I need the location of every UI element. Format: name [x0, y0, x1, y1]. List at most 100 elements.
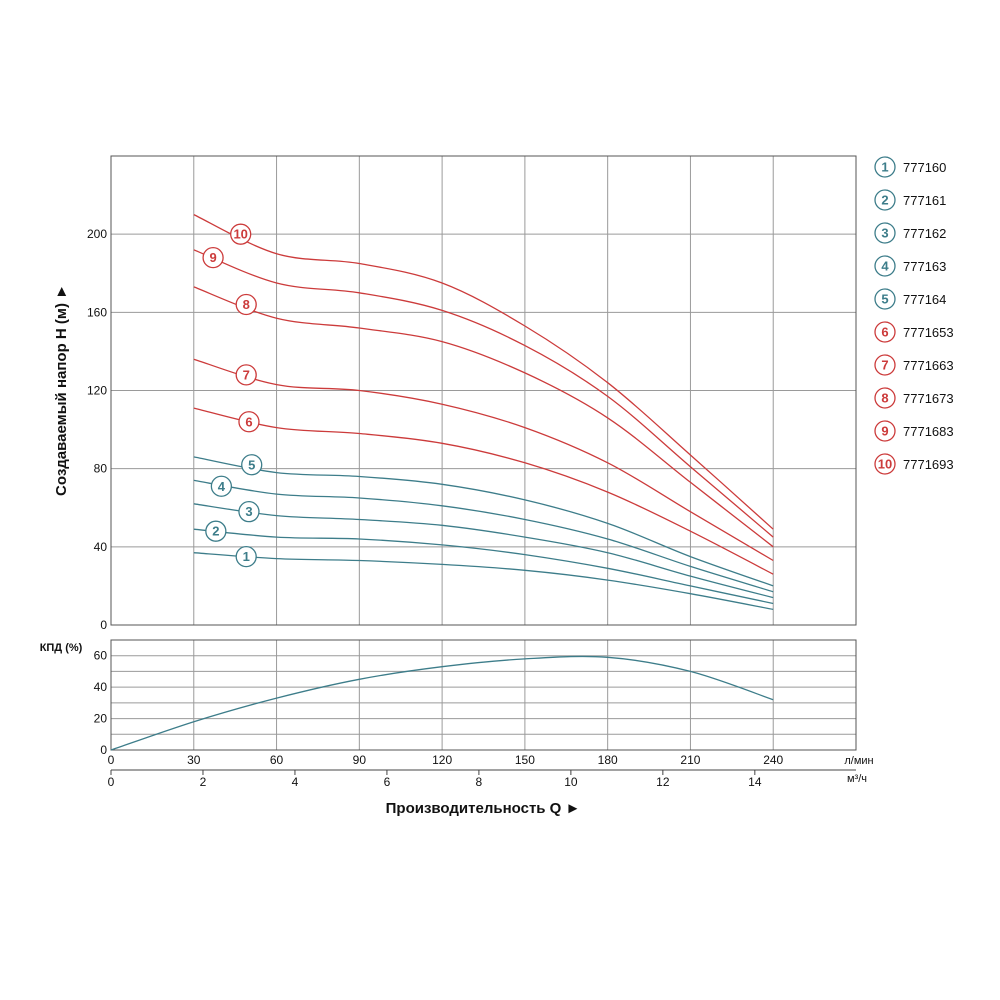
legend-marker — [874, 354, 896, 376]
curve-labels: 1 2 3 4 5 6 7 8 9 10 — [202, 223, 263, 568]
curve-label-6: 6 — [238, 411, 260, 433]
legend-label: 7771673 — [903, 391, 954, 406]
eff-y-tick-label: 0 — [100, 743, 107, 757]
head-curve-4 — [193, 479, 774, 593]
legend-label: 7771693 — [903, 457, 954, 472]
m3h-tick-label: 10 — [564, 775, 578, 789]
head-curve-3 — [193, 503, 774, 599]
curve-label-3: 3 — [238, 501, 260, 523]
legend-number: 6 — [881, 325, 888, 340]
curve-label-text: 3 — [245, 504, 252, 519]
x-axis: 0 30 60 90 120 150 180 210 240 0 2 4 6 8 10 12 14 — [108, 753, 856, 789]
legend-number: 2 — [881, 193, 888, 208]
head-y-tick-label: 200 — [87, 227, 107, 241]
legend-number: 10 — [878, 457, 892, 472]
head-y-tick-label: 40 — [94, 540, 108, 554]
legend-number: 1 — [881, 160, 888, 175]
curve-label-7: 7 — [235, 364, 257, 386]
head-y-tick-label: 0 — [100, 618, 107, 632]
legend-number: 4 — [881, 259, 889, 274]
efficiency-plot-frame — [110, 639, 857, 751]
legend-marker — [874, 222, 896, 244]
efficiency-curve — [110, 655, 774, 751]
head-curve-7 — [193, 358, 774, 562]
legend-marker — [874, 288, 896, 310]
legend-item-8: 8 7771673 — [874, 387, 954, 409]
legend-item-5: 5 777164 — [874, 288, 946, 310]
legend-label: 777162 — [903, 226, 946, 241]
head-curve-2 — [193, 528, 774, 605]
legend-item-6: 6 7771653 — [874, 321, 954, 343]
head-grid — [111, 156, 856, 625]
curve-label-4: 4 — [210, 475, 233, 497]
m3h-tick-label: 4 — [292, 775, 299, 789]
curve-label-circle — [238, 411, 260, 433]
legend-number: 5 — [881, 292, 888, 307]
legend-item-9: 9 7771683 — [874, 420, 954, 442]
curve-label-text: 2 — [212, 524, 219, 539]
curve-label-text: 5 — [248, 457, 255, 472]
legend-item-4: 4 777163 — [874, 255, 946, 277]
legend-item-10: 10 7771693 — [874, 453, 954, 475]
lpm-tick-label: 0 — [108, 753, 115, 767]
lpm-tick-label: 30 — [187, 753, 201, 767]
curve-label-5: 5 — [241, 454, 263, 476]
lpm-tick-label: 120 — [432, 753, 452, 767]
legend-marker — [874, 255, 896, 277]
curve-label-text: 4 — [218, 479, 226, 494]
head-curve-8 — [193, 286, 774, 548]
head-curve-9 — [193, 249, 774, 538]
legend: 1 777160 2 777161 3 777162 4 777163 5 777164 6 7771… — [874, 156, 954, 475]
legend-label: 7771653 — [903, 325, 954, 340]
curve-label-text: 7 — [243, 367, 250, 382]
lpm-tick-label: 210 — [680, 753, 700, 767]
legend-marker — [874, 189, 896, 211]
lpm-tick-label: 240 — [763, 753, 783, 767]
legend-item-7: 7 7771663 — [874, 354, 954, 376]
legend-label: 777160 — [903, 160, 946, 175]
legend-label: 7771663 — [903, 358, 954, 373]
curve-label-circle — [235, 545, 257, 568]
head-curve-10 — [193, 214, 774, 530]
efficiency-grid — [111, 640, 856, 750]
legend-item-1: 1 777160 — [874, 156, 946, 178]
legend-marker — [874, 387, 896, 409]
curve-label-1: 1 — [235, 545, 257, 568]
legend-label: 7771683 — [903, 424, 954, 439]
curve-label-9: 9 — [202, 246, 224, 269]
m3h-tick-label: 8 — [476, 775, 483, 789]
eff-y-tick-label: 40 — [94, 680, 108, 694]
curve-label-circle — [235, 293, 257, 316]
head-axis-title: Создаваемый напор H (м) ► — [53, 284, 70, 496]
curve-label-circle — [230, 223, 252, 245]
m3h-tick-label: 12 — [656, 775, 670, 789]
m3h-tick-label: 0 — [108, 775, 115, 789]
legend-label: 777164 — [903, 292, 946, 307]
legend-marker — [874, 156, 896, 178]
legend-marker — [874, 420, 896, 442]
curve-label-circle — [238, 501, 260, 523]
head-panel: 0 40 80 120 160 200 1 2 3 4 5 6 7 8 9 10 — [87, 155, 857, 632]
lpm-tick-label: 60 — [270, 753, 284, 767]
legend-label: 777163 — [903, 259, 946, 274]
legend-number: 8 — [881, 391, 888, 406]
legend-number: 3 — [881, 226, 888, 241]
m3h-tick-label: 6 — [384, 775, 391, 789]
head-y-tick-label: 80 — [94, 462, 108, 476]
curve-label-circle — [202, 246, 224, 269]
head-plot-frame — [110, 155, 857, 626]
eff-y-tick-label: 60 — [94, 649, 108, 663]
efficiency-panel: 0 20 40 60 — [94, 639, 857, 757]
legend-item-3: 3 777162 — [874, 222, 946, 244]
legend-number: 7 — [881, 358, 888, 373]
curve-label-text: 1 — [243, 549, 250, 564]
curve-label-circle — [235, 364, 257, 386]
curve-label-circle — [210, 475, 233, 497]
x-axis-title: Производительность Q ► — [386, 800, 581, 817]
head-curves — [193, 214, 774, 611]
curve-label-text: 6 — [245, 414, 252, 429]
legend-marker — [874, 453, 896, 475]
lpm-unit-label: л/мин — [844, 755, 873, 767]
legend-marker — [874, 321, 896, 343]
